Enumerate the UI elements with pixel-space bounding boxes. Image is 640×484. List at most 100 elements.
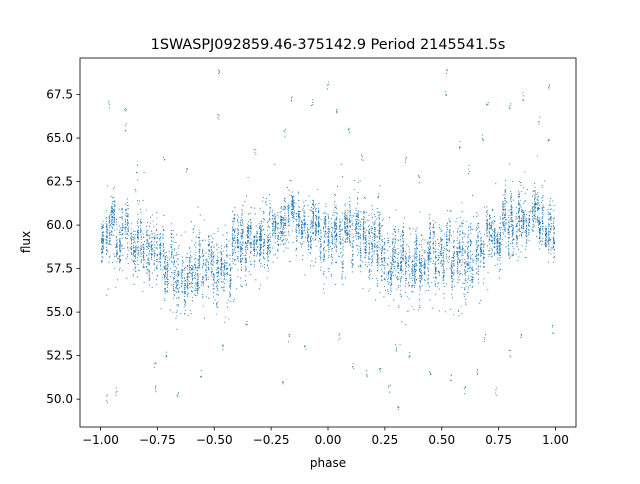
data-point: [432, 230, 434, 233]
data-point: [198, 233, 200, 235]
data-point: [408, 284, 411, 287]
data-point: [260, 233, 262, 235]
data-point: [309, 237, 311, 239]
data-point: [176, 304, 178, 306]
data-point: [392, 264, 394, 266]
data-point: [234, 249, 236, 251]
data-point: [287, 218, 289, 220]
data-point: [293, 210, 295, 212]
data-point: [140, 259, 143, 261]
data-point: [186, 268, 188, 270]
data-point: [183, 306, 185, 308]
data-point: [451, 283, 453, 285]
data-point: [155, 229, 157, 231]
data-point: [438, 255, 440, 257]
data-point: [134, 257, 136, 259]
data-point: [218, 279, 220, 281]
data-point: [378, 227, 381, 229]
data-point: [368, 263, 370, 265]
data-point: [126, 220, 129, 222]
data-point: [314, 222, 316, 224]
data-point: [432, 220, 434, 222]
data-point: [461, 286, 463, 288]
data-point: [349, 233, 351, 235]
data-point: [142, 257, 144, 259]
data-point: [371, 239, 374, 241]
data-point: [391, 257, 394, 259]
data-point: [105, 253, 107, 255]
data-point: [146, 272, 148, 274]
data-point: [269, 247, 272, 249]
data-point: [493, 220, 495, 222]
data-point: [464, 269, 466, 271]
data-point: [301, 221, 303, 223]
data-point: [246, 234, 249, 236]
data-point: [272, 229, 274, 231]
data-point: [364, 236, 366, 238]
data-point: [342, 239, 344, 241]
data-point: [151, 258, 153, 260]
data-point: [292, 198, 294, 200]
data-point: [335, 225, 337, 228]
data-point: [108, 237, 110, 239]
data-point: [331, 247, 334, 250]
data-point: [364, 249, 366, 251]
data-point: [149, 284, 151, 286]
data-point: [461, 241, 463, 243]
data-point: [284, 201, 286, 203]
data-point: [446, 222, 449, 224]
data-point: [182, 291, 184, 293]
data-point: [497, 252, 499, 254]
data-point: [453, 247, 455, 249]
data-point: [356, 221, 358, 223]
data-point: [260, 231, 262, 233]
data-point: [143, 248, 145, 250]
data-point: [346, 229, 348, 231]
data-point: [167, 259, 169, 261]
data-point: [150, 256, 152, 258]
data-point: [303, 211, 305, 213]
data-point: [280, 220, 282, 222]
data-point: [205, 274, 207, 276]
data-point: [208, 269, 210, 271]
data-point: [304, 215, 306, 217]
data-point: [387, 237, 389, 239]
data-point: [310, 224, 312, 226]
data-point: [187, 285, 189, 287]
data-point: [237, 229, 239, 231]
data-point: [496, 250, 498, 252]
data-point: [208, 267, 210, 269]
data-point: [151, 250, 153, 252]
data-point: [122, 226, 124, 228]
data-point: [256, 232, 258, 235]
data-point: [159, 253, 161, 255]
data-point: [480, 240, 482, 242]
data-point: [430, 253, 432, 255]
data-point: [247, 231, 249, 233]
data-point: [125, 214, 127, 216]
data-point: [300, 219, 303, 221]
data-point: [362, 235, 364, 237]
data-point: [208, 250, 210, 252]
data-point: [140, 247, 143, 249]
data-point: [327, 239, 329, 241]
data-point: [331, 259, 334, 261]
data-point: [245, 261, 247, 263]
data-point: [122, 237, 124, 239]
data-point: [212, 302, 215, 304]
data-point: [216, 313, 218, 315]
data-point: [398, 265, 400, 267]
data-point: [365, 255, 367, 257]
data-point: [226, 273, 228, 275]
data-point: [427, 268, 429, 270]
data-point: [314, 209, 317, 211]
data-point: [127, 198, 129, 200]
data-point: [480, 233, 482, 235]
data-point: [247, 235, 249, 237]
data-point: [468, 275, 470, 277]
data-point: [397, 277, 399, 279]
data-point: [427, 278, 429, 280]
data-point: [419, 257, 421, 259]
data-point: [376, 277, 378, 280]
data-point: [274, 228, 276, 230]
